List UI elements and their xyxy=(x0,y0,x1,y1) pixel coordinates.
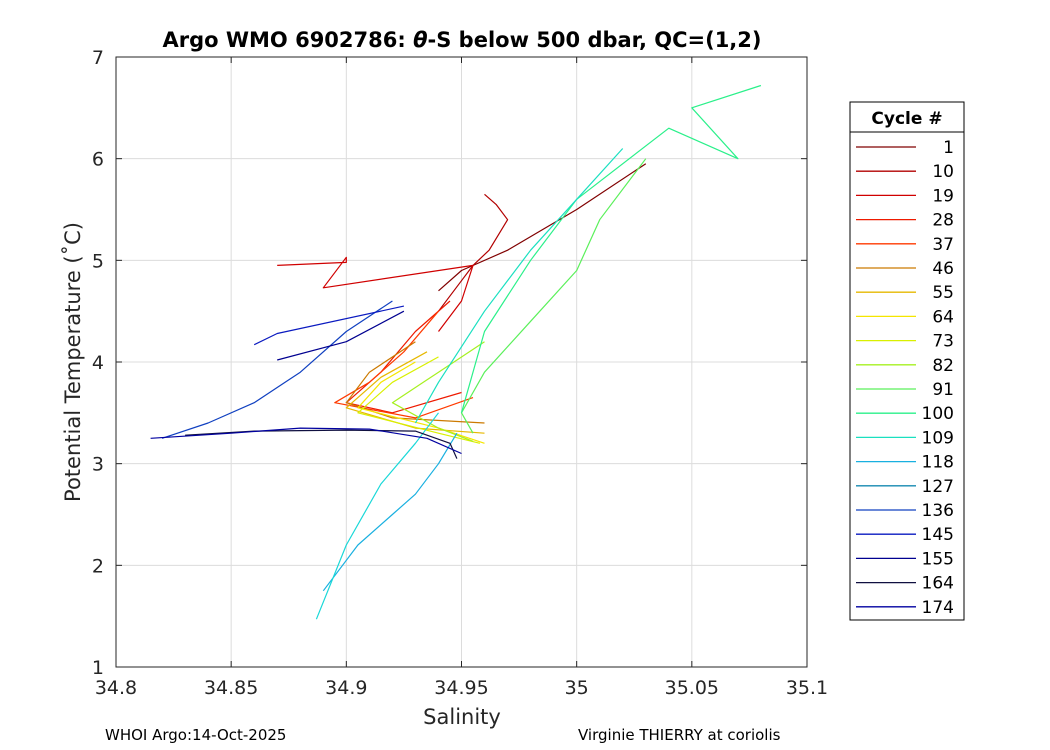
legend-label-73: 73 xyxy=(932,332,954,352)
x-tick-label: 34.9 xyxy=(325,677,367,699)
y-tick-label: 1 xyxy=(92,657,104,679)
series-line-cycle-127 xyxy=(315,412,439,620)
legend-label-164: 164 xyxy=(922,574,954,594)
legend-label-19: 19 xyxy=(932,186,954,206)
legend-label-109: 109 xyxy=(922,428,954,448)
series-line-cycle-109 xyxy=(414,148,624,424)
legend-label-1: 1 xyxy=(943,138,954,158)
series-layer xyxy=(150,84,762,620)
x-tick-label: 35.1 xyxy=(786,677,828,699)
series-line-cycle-155 xyxy=(277,310,405,361)
grid xyxy=(116,57,807,667)
series-line-cycle-136 xyxy=(161,300,393,439)
series-line-cycle-73 xyxy=(357,356,481,444)
chart-title-prefix: Argo WMO 6902786: xyxy=(162,28,413,52)
legend-label-100: 100 xyxy=(922,404,954,424)
legend-label-91: 91 xyxy=(932,380,954,400)
y-axis-label: Potential Temperature (˚C) xyxy=(61,222,85,502)
y-tick-label: 4 xyxy=(92,352,104,374)
x-tick-label: 34.95 xyxy=(434,677,488,699)
series-line-cycle-64 xyxy=(357,361,485,444)
legend-label-174: 174 xyxy=(922,598,954,618)
x-tick-label: 35 xyxy=(565,677,589,699)
legend-label-28: 28 xyxy=(932,211,954,231)
legend-label-155: 155 xyxy=(922,549,954,569)
legend-label-136: 136 xyxy=(922,501,954,521)
legend-label-64: 64 xyxy=(932,307,954,327)
y-tick-label: 2 xyxy=(92,555,104,577)
legend-label-37: 37 xyxy=(932,235,954,255)
chart-title: Argo WMO 6902786: θ-S below 500 dbar, QC… xyxy=(162,28,761,52)
footer-left: WHOI Argo:14-Oct-2025 xyxy=(105,726,286,744)
ticks: 34.8 34.85 34.9 34.95 35 35.05 35.1 1 2 3 4 5 6 7 xyxy=(92,47,828,699)
legend-label-10: 10 xyxy=(932,162,954,182)
chart-title-suffix: -S below 500 dbar, QC=(1,2) xyxy=(428,28,762,52)
y-tick-label: 7 xyxy=(92,47,104,69)
legend-title: Cycle # xyxy=(871,109,942,129)
plot-area: 34.8 34.85 34.9 34.95 35 35.05 35.1 1 2 3 4 5 6 7 xyxy=(92,47,828,699)
series-line-cycle-174 xyxy=(150,427,462,455)
x-tick-label: 34.85 xyxy=(204,677,258,699)
footer-right: Virginie THIERRY at coriolis xyxy=(578,726,781,744)
y-tick-label: 6 xyxy=(92,149,104,171)
series-line-cycle-19 xyxy=(277,256,474,332)
x-axis-label: Salinity xyxy=(423,705,501,729)
chart-title-theta: θ xyxy=(413,28,427,52)
legend: Cycle # 1 10 19 28 37 46 55 64 73 82 91 100 109 118 12… xyxy=(849,101,965,621)
legend-label-127: 127 xyxy=(922,477,954,497)
series-line-cycle-82 xyxy=(391,341,485,442)
series-line-cycle-100 xyxy=(460,84,762,413)
legend-label-118: 118 xyxy=(922,453,954,473)
y-tick-label: 5 xyxy=(92,250,104,272)
x-tick-label: 35.05 xyxy=(665,677,719,699)
series-line-cycle-1 xyxy=(438,163,647,292)
series-line-cycle-55 xyxy=(345,351,485,434)
legend-label-55: 55 xyxy=(932,283,954,303)
series-line-cycle-118 xyxy=(322,432,458,592)
legend-label-46: 46 xyxy=(932,259,954,279)
y-tick-label: 3 xyxy=(92,454,104,476)
series-line-cycle-10 xyxy=(438,193,509,312)
legend-label-145: 145 xyxy=(922,525,954,545)
legend-label-82: 82 xyxy=(932,356,954,376)
legend-items: 1 10 19 28 37 46 55 64 73 82 91 100 109 118 127 136 145 1… xyxy=(856,138,954,618)
series-line-cycle-145 xyxy=(253,305,405,346)
x-tick-label: 34.8 xyxy=(95,677,137,699)
